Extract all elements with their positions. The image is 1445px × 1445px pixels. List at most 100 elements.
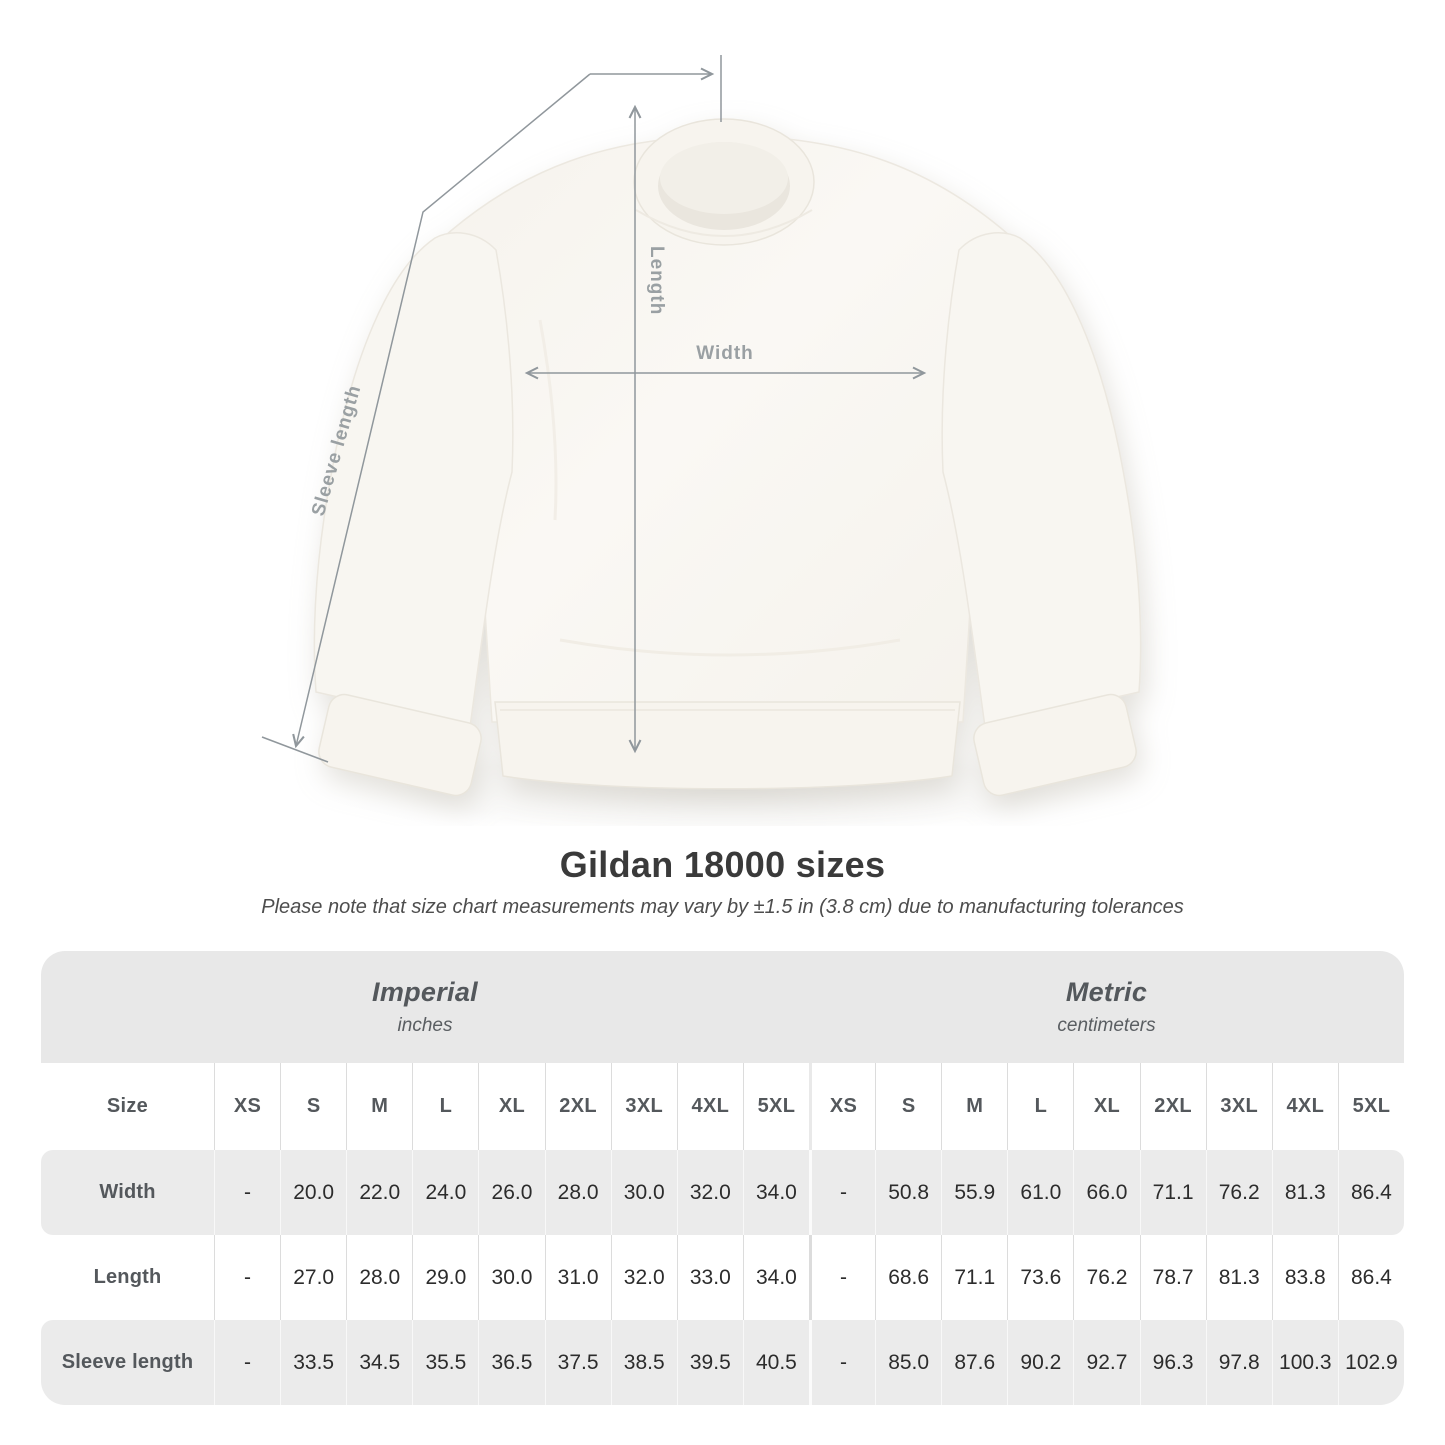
value-cell: 81.3 bbox=[1205, 1235, 1272, 1320]
value-cell: 22.0 bbox=[346, 1150, 413, 1235]
size-col-header: XS bbox=[214, 1063, 281, 1150]
value-cell: 73.6 bbox=[1007, 1235, 1073, 1320]
size-col-header: 4XL bbox=[1271, 1063, 1338, 1150]
imperial-group-title: Imperial bbox=[372, 977, 478, 1007]
size-corner-label: Size bbox=[41, 1063, 214, 1150]
table-row-width: Width - 20.0 22.0 24.0 26.0 28.0 30.0 32… bbox=[41, 1150, 1404, 1235]
value-cell: 27.0 bbox=[280, 1235, 346, 1320]
value-cell: 20.0 bbox=[280, 1150, 347, 1235]
page-title: Gildan 18000 sizes bbox=[559, 844, 886, 885]
size-col-header: 2XL bbox=[544, 1063, 611, 1150]
value-cell: 83.8 bbox=[1271, 1235, 1338, 1320]
size-col-header: XL bbox=[1073, 1063, 1140, 1150]
size-col-header: XS bbox=[808, 1063, 876, 1150]
value-cell: 32.0 bbox=[610, 1235, 677, 1320]
value-cell: 26.0 bbox=[478, 1150, 545, 1235]
sweatshirt-left-sleeve bbox=[313, 232, 514, 728]
value-cell: 50.8 bbox=[875, 1150, 942, 1235]
size-col-header: 5XL bbox=[742, 1063, 809, 1150]
value-cell: 71.1 bbox=[941, 1235, 1007, 1320]
value-cell: 31.0 bbox=[544, 1235, 611, 1320]
sweatshirt-waistband bbox=[494, 701, 961, 790]
product-diagram: Length Width Sleeve length bbox=[261, 55, 1155, 826]
sweatshirt-right-sleeve bbox=[941, 232, 1142, 728]
collar-back-fabric bbox=[660, 142, 788, 214]
table-row-length: Length - 27.0 28.0 29.0 30.0 31.0 32.0 3… bbox=[41, 1235, 1404, 1320]
width-measure-label: Width bbox=[696, 343, 754, 364]
value-cell: 38.5 bbox=[610, 1320, 677, 1405]
row-label: Width bbox=[41, 1150, 214, 1235]
unit-group-row: Imperial inches Metric centimeters bbox=[41, 951, 1404, 1063]
value-cell: 90.2 bbox=[1007, 1320, 1074, 1405]
sweatshirt-measurement-diagram: Length Width Sleeve length bbox=[261, 55, 1155, 826]
size-col-header: XL bbox=[478, 1063, 545, 1150]
page-subtitle: Please note that size chart measurements… bbox=[261, 896, 1184, 918]
value-cell: 28.0 bbox=[544, 1150, 611, 1235]
value-cell: - bbox=[214, 1150, 281, 1235]
value-cell: 40.5 bbox=[742, 1320, 809, 1405]
value-cell: 100.3 bbox=[1271, 1320, 1338, 1405]
unit-group-imperial: Imperial inches bbox=[41, 951, 809, 1063]
value-cell: 30.0 bbox=[478, 1235, 544, 1320]
value-cell: 76.2 bbox=[1073, 1235, 1139, 1320]
value-cell: 35.5 bbox=[412, 1320, 479, 1405]
collar-seam bbox=[635, 209, 813, 237]
size-col-header: M bbox=[941, 1063, 1008, 1150]
metric-group-title: Metric bbox=[1065, 977, 1148, 1007]
value-cell: 34.5 bbox=[346, 1320, 413, 1405]
size-col-header: S bbox=[280, 1063, 347, 1150]
metric-group-unit: centimeters bbox=[1057, 1015, 1156, 1036]
value-cell: 29.0 bbox=[412, 1235, 478, 1320]
value-cell: 39.5 bbox=[676, 1320, 743, 1405]
value-cell: 97.8 bbox=[1205, 1320, 1272, 1405]
size-col-header: L bbox=[412, 1063, 479, 1150]
value-cell: 81.3 bbox=[1271, 1150, 1338, 1235]
value-cell: - bbox=[808, 1235, 875, 1320]
size-col-header: L bbox=[1007, 1063, 1074, 1150]
value-cell: - bbox=[808, 1150, 876, 1235]
value-cell: 30.0 bbox=[610, 1150, 677, 1235]
value-cell: 96.3 bbox=[1139, 1320, 1206, 1405]
value-cell: 61.0 bbox=[1007, 1150, 1074, 1235]
value-cell: - bbox=[214, 1235, 280, 1320]
row-label: Length bbox=[93, 1266, 162, 1288]
table-row-sleeve-length: Sleeve length - 33.5 34.5 35.5 36.5 37.5… bbox=[41, 1320, 1404, 1405]
sleeve-measure-arrow bbox=[292, 73, 591, 749]
length-measure-label: Length bbox=[646, 246, 667, 315]
size-col-header: 2XL bbox=[1139, 1063, 1206, 1150]
imperial-group-unit: inches bbox=[397, 1015, 453, 1036]
size-col-header: M bbox=[346, 1063, 413, 1150]
size-col-header: 5XL bbox=[1337, 1063, 1404, 1150]
value-cell: 76.2 bbox=[1205, 1150, 1272, 1235]
value-cell: 78.7 bbox=[1139, 1235, 1206, 1320]
body-crease-2 bbox=[538, 319, 558, 521]
value-cell: 28.0 bbox=[346, 1235, 412, 1320]
value-cell: 102.9 bbox=[1337, 1320, 1404, 1405]
value-cell: 34.0 bbox=[742, 1235, 809, 1320]
sweatshirt-right-cuff bbox=[973, 693, 1137, 797]
value-cell: 33.5 bbox=[280, 1320, 347, 1405]
value-cell: 85.0 bbox=[875, 1320, 942, 1405]
size-col-header: 4XL bbox=[676, 1063, 743, 1150]
sweatshirt-illustration bbox=[313, 118, 1142, 797]
value-cell: - bbox=[214, 1320, 281, 1405]
unit-group-metric: Metric centimeters bbox=[808, 951, 1404, 1063]
body-crease bbox=[559, 638, 901, 657]
sleeve-end-tick bbox=[261, 736, 329, 763]
size-col-header: S bbox=[875, 1063, 942, 1150]
size-col-header: 3XL bbox=[1205, 1063, 1272, 1150]
value-cell: 92.7 bbox=[1073, 1320, 1140, 1405]
value-cell: 24.0 bbox=[412, 1150, 479, 1235]
value-cell: 71.1 bbox=[1139, 1150, 1206, 1235]
row-label: Sleeve length bbox=[41, 1320, 214, 1405]
value-cell: 66.0 bbox=[1073, 1150, 1140, 1235]
value-cell: - bbox=[808, 1320, 876, 1405]
size-col-header: 3XL bbox=[610, 1063, 677, 1150]
value-cell: 37.5 bbox=[544, 1320, 611, 1405]
value-cell: 86.4 bbox=[1337, 1150, 1404, 1235]
value-cell: 33.0 bbox=[676, 1235, 743, 1320]
value-cell: 55.9 bbox=[941, 1150, 1008, 1235]
value-cell: 87.6 bbox=[941, 1320, 1008, 1405]
value-cell: 68.6 bbox=[875, 1235, 941, 1320]
sweatshirt-left-cuff bbox=[318, 693, 482, 797]
